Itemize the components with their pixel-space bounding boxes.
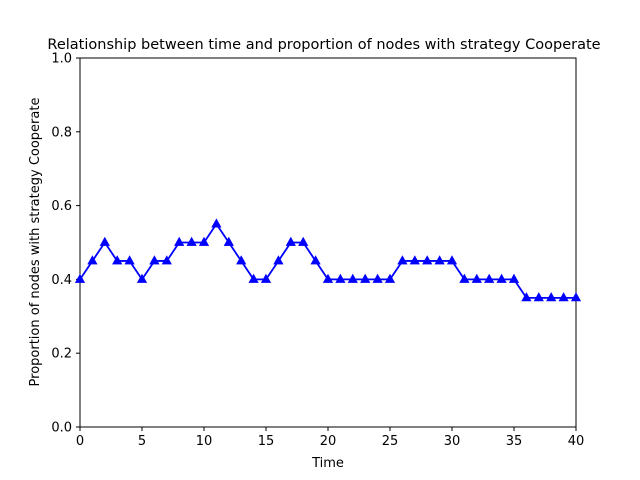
data-point-marker <box>521 292 532 302</box>
y-tick-label: 0.8 <box>51 125 72 140</box>
x-tick-label: 40 <box>568 434 585 449</box>
y-tick-label: 0.0 <box>51 421 72 436</box>
data-point-marker <box>335 273 346 283</box>
series-layer <box>74 218 582 302</box>
data-point-marker <box>397 255 408 265</box>
data-point-marker <box>459 273 470 283</box>
data-point-marker <box>186 236 197 246</box>
data-point-marker <box>87 255 98 265</box>
data-point-marker <box>347 273 358 283</box>
data-point-marker <box>310 255 321 265</box>
y-tick-label: 0.6 <box>51 199 72 214</box>
y-tick-label: 1.0 <box>51 52 72 67</box>
x-tick-label: 5 <box>138 434 146 449</box>
data-point-marker <box>372 273 383 283</box>
x-tick-label: 30 <box>444 434 461 449</box>
data-point-marker <box>136 273 148 283</box>
data-point-marker <box>260 273 272 283</box>
data-point-marker <box>570 292 582 302</box>
x-tick-label: 0 <box>76 434 84 449</box>
data-point-marker <box>211 218 222 228</box>
data-point-marker <box>124 255 135 265</box>
data-point-marker <box>533 292 544 302</box>
data-point-marker <box>112 255 123 265</box>
chart-title: Relationship between time and proportion… <box>47 37 600 53</box>
data-point-marker <box>298 236 309 246</box>
data-point-marker <box>446 255 458 265</box>
data-point-marker <box>74 273 86 283</box>
x-axis-label: Time <box>311 456 344 471</box>
data-point-marker <box>546 292 557 302</box>
data-point-marker <box>422 255 433 265</box>
data-point-marker <box>384 273 396 283</box>
data-point-marker <box>223 236 234 246</box>
data-point-marker <box>99 236 110 246</box>
plot-area <box>79 57 577 428</box>
y-axis-label: Proportion of nodes with strategy Cooper… <box>28 98 43 387</box>
data-point-marker <box>236 255 247 265</box>
data-point-marker <box>496 273 507 283</box>
x-tick-label: 10 <box>196 434 213 449</box>
data-point-marker <box>360 273 371 283</box>
x-tick-label: 20 <box>320 434 337 449</box>
data-point-marker <box>174 236 185 246</box>
x-tick-label: 35 <box>506 434 523 449</box>
y-tick-label: 0.2 <box>51 347 72 362</box>
x-axis: 0 5 10 15 20 25 30 35 40 <box>76 427 584 449</box>
y-axis: 0.0 0.2 0.4 0.6 0.8 1.0 <box>51 52 80 436</box>
data-point-marker <box>273 255 284 265</box>
data-point-marker <box>198 236 210 246</box>
y-tick-label: 0.4 <box>51 273 72 288</box>
data-point-marker <box>409 255 420 265</box>
data-point-marker <box>434 255 445 265</box>
data-point-marker <box>322 273 334 283</box>
x-tick-label: 15 <box>258 434 275 449</box>
data-point-marker <box>558 292 569 302</box>
data-point-marker <box>149 255 160 265</box>
data-point-marker <box>484 273 495 283</box>
x-tick-label: 25 <box>382 434 399 449</box>
data-point-marker <box>471 273 482 283</box>
data-point-marker <box>248 273 259 283</box>
data-point-marker <box>285 236 296 246</box>
data-point-marker <box>508 273 520 283</box>
data-point-marker <box>161 255 172 265</box>
